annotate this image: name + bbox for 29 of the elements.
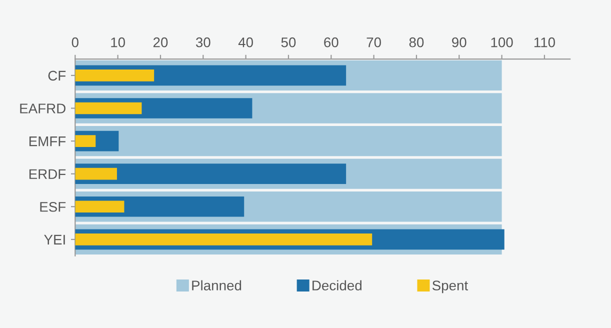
x-tick-label: 60: [324, 37, 338, 48]
x-tick-label: 30: [196, 37, 210, 48]
y-tick-label: ESF: [40, 202, 66, 212]
x-tick-label: 40: [238, 37, 253, 48]
x-tick-label: 70: [366, 37, 381, 48]
bar: [75, 102, 142, 114]
y-tick-label: ERDF: [29, 169, 66, 179]
bar: [75, 164, 346, 184]
bar: [75, 126, 502, 156]
x-tick-label: 10: [111, 37, 125, 48]
bar: [75, 200, 124, 213]
x-tick-label: 80: [409, 37, 424, 48]
x-tick-label: 90: [452, 37, 466, 48]
legend-label: Spent: [432, 280, 468, 294]
bar: [75, 70, 154, 82]
legend-label: Planned: [192, 280, 242, 290]
bar: [75, 168, 117, 180]
x-tick-label: 110: [534, 37, 555, 48]
x-tick-label: 0: [72, 37, 78, 48]
bar: [75, 234, 372, 246]
bar: [75, 135, 96, 147]
x-tick-label: 100: [491, 37, 513, 48]
legend-label: Decided: [312, 280, 362, 290]
x-tick-label: 20: [153, 37, 168, 48]
y-tick-label: EAFRD: [20, 104, 66, 114]
x-tick-label: 50: [281, 37, 296, 48]
y-tick-label: YEI: [44, 234, 65, 244]
y-tick-label: CF: [48, 70, 66, 81]
y-tick-label: EMFF: [29, 136, 66, 146]
